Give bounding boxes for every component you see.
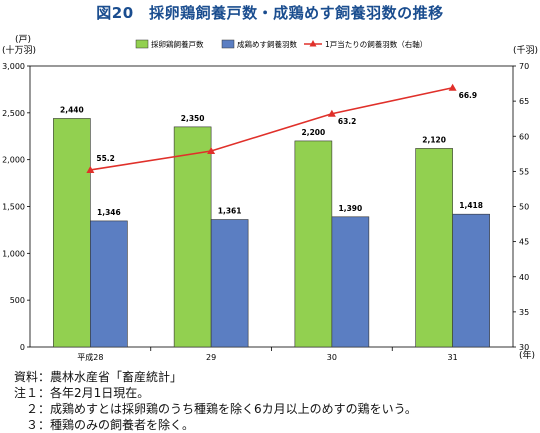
bar-households	[53, 118, 91, 348]
x-tick-label: 平成28	[77, 352, 103, 362]
bar-data-label: 1,361	[218, 207, 242, 216]
bar-data-label: 2,350	[181, 114, 205, 123]
legend-swatch	[135, 39, 149, 49]
line-point	[207, 147, 216, 155]
note-2: ２：成鶏めすとは採卵鶏のうち種鶏を除く6カ月以上のめすの鶏をいう。	[14, 402, 417, 416]
left-tick-label: 3,000	[2, 62, 25, 71]
bar-households	[415, 148, 453, 348]
line-data-label: 66.9	[459, 91, 478, 100]
line-point	[327, 109, 336, 117]
bar-households	[173, 126, 212, 348]
x-tick-label: 29	[206, 353, 216, 362]
right-tick-label: 50	[519, 203, 529, 212]
bar-data-label: 1,390	[339, 204, 363, 213]
chart-title: 図20 採卵鶏飼養戸数・成鶏めす飼養羽数の推移	[96, 4, 444, 22]
bar-hens	[210, 219, 249, 348]
bar-data-label: 1,346	[97, 208, 121, 217]
right-axis-unit: (千羽)	[513, 45, 538, 56]
x-tick-label: 30	[327, 353, 337, 362]
bar-data-label: 2,200	[302, 128, 326, 137]
right-tick-label: 35	[519, 308, 529, 317]
legend-swatch	[221, 39, 235, 49]
legend-label: 1戸当たりの飼養羽数（右軸）	[325, 39, 427, 49]
line-point	[448, 83, 457, 91]
line-point	[86, 165, 95, 173]
bar-hens	[90, 220, 128, 348]
left-axis-unit: (戸)	[15, 34, 31, 45]
bar-data-label: 1,418	[459, 201, 483, 210]
legend-marker	[309, 40, 317, 47]
bar-hens	[331, 216, 370, 348]
bar-data-label: 2,440	[60, 105, 84, 114]
note-1: 注１：各年2月1日現在。	[14, 386, 150, 400]
left-tick-label: 1,500	[2, 203, 25, 212]
right-tick-label: 30	[519, 343, 529, 352]
left-tick-label: 0	[20, 343, 25, 352]
chart: (戸)(十万羽) (千羽) (年) 0 500 1,000 1,500 2,000 2,500 3…	[2, 34, 538, 362]
line-per-household	[90, 86, 453, 171]
right-tick-label: 45	[519, 238, 529, 247]
left-tick-label: 2,000	[2, 156, 25, 165]
line-data-label: 55.2	[96, 154, 115, 163]
left-axis-unit-2: (十万羽)	[2, 44, 36, 56]
bar-households	[294, 140, 333, 348]
left-tick-label: 2,500	[2, 109, 25, 118]
line-data-label: 63.2	[338, 117, 357, 126]
bar-hens	[452, 213, 490, 348]
source-note: 資料：農林水産省「畜産統計」	[14, 370, 183, 384]
legend-label: 成鶏めす飼養羽数	[237, 39, 297, 49]
right-tick-label: 70	[519, 62, 529, 71]
x-tick-label: 31	[448, 353, 458, 362]
note-3: ３：種鶏のみの飼養者を除く。	[14, 418, 195, 432]
left-tick-label: 1,000	[2, 249, 25, 258]
legend-label: 採卵鶏飼養戸数	[151, 39, 204, 49]
right-tick-label: 55	[519, 167, 529, 176]
left-tick-label: 500	[10, 296, 25, 305]
x-axis-unit: (年)	[519, 349, 535, 361]
right-tick-label: 65	[519, 97, 529, 106]
right-tick-label: 60	[519, 132, 529, 141]
bar-data-label: 2,120	[422, 135, 446, 144]
right-tick-label: 40	[519, 273, 529, 282]
